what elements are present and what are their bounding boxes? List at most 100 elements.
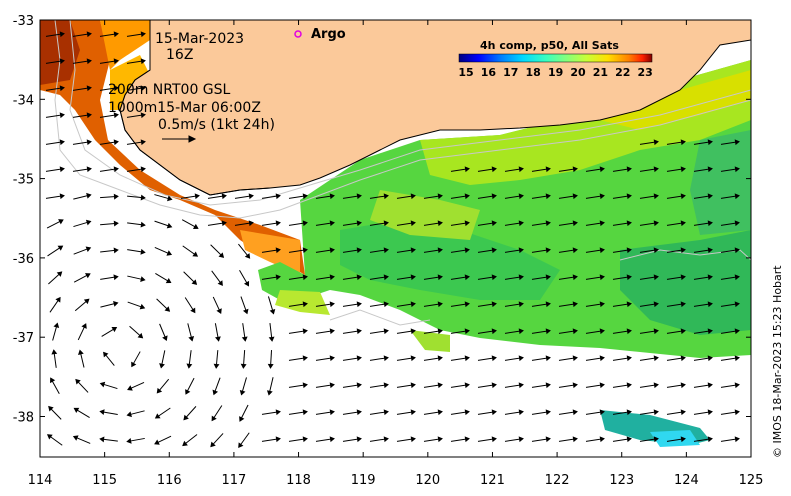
colorbar-tick-label: 18 — [526, 66, 541, 79]
current-arrow — [100, 220, 119, 227]
current-arrow — [72, 58, 92, 65]
current-arrow — [639, 166, 659, 173]
colorbar-tick-label: 22 — [615, 66, 630, 79]
current-arrow — [639, 436, 659, 443]
current-arrow — [720, 247, 740, 254]
current-arrow — [45, 139, 65, 146]
current-arrow — [423, 355, 443, 362]
current-arrow — [693, 328, 713, 335]
current-arrow — [187, 323, 195, 342]
current-arrow — [182, 245, 199, 257]
current-arrow — [127, 301, 146, 310]
current-arrow — [315, 301, 335, 308]
current-arrow — [369, 409, 389, 416]
current-arrow — [73, 219, 92, 228]
current-arrow — [666, 220, 686, 227]
current-arrow — [213, 350, 220, 369]
current-arrow — [639, 139, 659, 146]
current-arrow — [666, 139, 686, 146]
current-arrow — [504, 436, 524, 443]
current-arrow — [127, 248, 146, 255]
current-arrow — [288, 274, 308, 281]
current-arrow — [127, 221, 146, 228]
current-arrow — [211, 405, 223, 422]
current-arrow — [693, 301, 713, 308]
sst-field — [40, 20, 751, 447]
x-tick-label: 117 — [221, 473, 246, 488]
current-arrow — [126, 437, 145, 444]
current-arrow — [99, 85, 119, 92]
current-arrow — [100, 193, 119, 200]
current-arrow — [369, 382, 389, 389]
current-arrow — [369, 274, 389, 281]
current-arrow — [666, 274, 686, 281]
current-arrow — [396, 409, 416, 416]
current-arrow — [585, 274, 605, 281]
current-arrow — [288, 436, 308, 443]
current-arrow — [240, 350, 247, 369]
argo-marker — [294, 30, 302, 38]
current-arrow — [396, 220, 416, 227]
current-arrow — [72, 435, 91, 444]
current-arrow — [127, 381, 145, 391]
current-arrow — [477, 166, 497, 173]
current-arrow — [585, 436, 605, 443]
current-arrow — [99, 112, 119, 119]
current-arrow — [342, 328, 362, 335]
current-arrow — [477, 436, 497, 443]
current-arrow — [99, 58, 119, 65]
colorbar: 4h comp, p50, All Sats 15 16 17 18 19 20 21 22 2… — [458, 39, 653, 79]
current-arrow — [585, 220, 605, 227]
current-arrow — [342, 247, 362, 254]
plot-frame — [39, 19, 752, 458]
current-arrow — [423, 193, 443, 200]
current-arrow — [101, 327, 118, 337]
current-arrow — [585, 355, 605, 362]
y-tick-label: -37 — [13, 331, 34, 346]
current-vectors — [45, 31, 740, 449]
current-arrow — [558, 220, 578, 227]
current-arrow — [612, 409, 632, 416]
current-arrow — [45, 166, 65, 173]
current-arrow — [315, 274, 335, 281]
scale-label: 0.5m/s (1kt 24h) — [158, 117, 275, 133]
current-arrow — [666, 328, 686, 335]
current-arrow — [585, 193, 605, 200]
current-arrow — [182, 434, 198, 447]
current-arrow — [720, 193, 740, 200]
current-arrow — [477, 274, 497, 281]
current-arrow — [450, 247, 470, 254]
current-arrow — [720, 355, 740, 362]
x-tick-label: 119 — [351, 473, 376, 488]
current-arrow — [103, 351, 115, 366]
current-arrow — [266, 377, 274, 396]
colorbar-tick-label: 15 — [458, 66, 473, 79]
current-arrow — [396, 382, 416, 389]
depth-line-2: 1000m15-Mar 06:00Z — [108, 100, 261, 116]
current-arrow — [585, 409, 605, 416]
current-arrow — [240, 296, 249, 315]
current-arrow — [531, 409, 551, 416]
current-arrow — [450, 301, 470, 308]
current-arrow — [46, 434, 63, 446]
current-arrow — [267, 296, 276, 315]
current-arrow — [159, 350, 166, 369]
current-arrow — [52, 322, 60, 341]
current-arrow — [396, 274, 416, 281]
current-arrow — [558, 436, 578, 443]
current-arrow — [612, 247, 632, 254]
current-arrow — [504, 328, 524, 335]
current-arrow — [639, 328, 659, 335]
current-arrow — [693, 436, 713, 443]
current-arrow — [666, 436, 686, 443]
current-arrow — [666, 247, 686, 254]
current-arrow — [720, 301, 740, 308]
current-arrow — [180, 193, 200, 200]
current-arrow — [369, 247, 389, 254]
current-arrow — [154, 194, 173, 202]
current-arrow — [48, 271, 63, 285]
current-arrow — [423, 247, 443, 254]
current-arrow — [73, 407, 90, 419]
current-arrow — [720, 328, 740, 335]
current-arrow — [531, 436, 551, 443]
